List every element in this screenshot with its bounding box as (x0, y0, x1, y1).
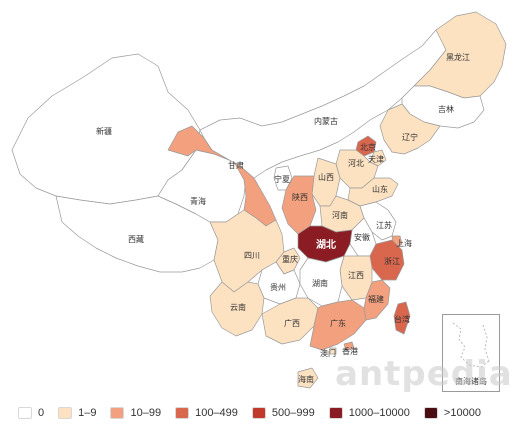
province-label-7: 辽宁 (402, 132, 418, 142)
province-label-29: 福建 (368, 294, 384, 304)
legend-item-2[interactable]: 10–99 (110, 407, 161, 419)
province-label-19: 湖北 (316, 238, 336, 251)
legend-label: 10–99 (130, 407, 162, 419)
legend-swatch (423, 407, 438, 419)
province-9[interactable] (369, 149, 387, 167)
province-29[interactable] (363, 279, 391, 321)
province-label-33: 海南 (298, 374, 314, 384)
province-label-16: 江苏 (376, 220, 392, 230)
legend-item-3[interactable]: 100–499 (175, 407, 238, 419)
province-19[interactable] (297, 225, 353, 263)
province-label-21: 重庆 (282, 254, 298, 264)
watermark: antpedia (335, 354, 513, 394)
province-label-11: 山西 (318, 172, 334, 182)
province-label-4: 内蒙古 (314, 116, 338, 126)
legend-item-5[interactable]: 1000–10000 (328, 407, 410, 419)
legend-label: 500–999 (271, 407, 315, 419)
south-china-sea-inset: 南海诸岛 (442, 314, 500, 392)
province-label-20: 四川 (244, 251, 260, 260)
legend-label: 1–9 (78, 407, 97, 419)
province-label-2: 青海 (190, 196, 206, 206)
province-label-31: 香港 (342, 346, 358, 356)
legend-swatch (251, 407, 266, 419)
legend-label: 100–499 (195, 407, 238, 419)
province-label-6: 吉林 (438, 104, 454, 114)
province-label-5: 黑龙江 (446, 52, 470, 62)
province-28[interactable] (309, 299, 367, 351)
province-label-10: 河北 (348, 158, 364, 168)
province-label-30: 台湾 (394, 314, 410, 324)
legend-item-0[interactable]: 0 (18, 407, 44, 419)
province-13[interactable] (281, 175, 317, 235)
province-label-12: 宁夏 (274, 174, 290, 184)
legend-item-4[interactable]: 500–999 (251, 407, 315, 419)
legend-swatch (18, 407, 32, 419)
province-label-8: 北京 (360, 142, 376, 152)
legend-label: 0 (38, 407, 45, 419)
province-32[interactable] (329, 347, 337, 355)
province-label-13: 陕西 (292, 192, 308, 202)
province-label-17: 安徽 (354, 232, 370, 242)
province-label-9: 天津 (368, 154, 384, 164)
legend-item-1[interactable]: 1–9 (58, 407, 96, 419)
province-label-1: 西藏 (128, 234, 144, 244)
province-label-24: 湖南 (312, 278, 328, 288)
legend-swatch (175, 407, 190, 419)
province-31[interactable] (343, 341, 355, 351)
inset-label: 南海诸岛 (455, 377, 487, 386)
province-label-22: 浙江 (384, 256, 400, 266)
province-30[interactable] (393, 301, 411, 335)
province-label-0: 新疆 (96, 126, 112, 136)
province-label-28: 广东 (330, 318, 346, 328)
province-26[interactable] (209, 281, 265, 337)
legend-swatch (328, 407, 343, 419)
province-label-27: 广西 (284, 318, 300, 328)
legend-label: 1000–10000 (348, 407, 410, 419)
legend-swatch (110, 407, 125, 419)
legend-swatch (58, 407, 73, 419)
south-sea-islands-icon (452, 322, 490, 368)
legend-item-6[interactable]: >10000 (423, 407, 481, 419)
legend: 0 1–9 10–99 100–499 500–999 1000–10000 >10000 (18, 403, 495, 423)
province-33[interactable] (297, 367, 319, 389)
province-label-25: 贵州 (270, 282, 286, 292)
province-7[interactable] (379, 103, 441, 155)
province-label-18: 上海 (396, 238, 412, 248)
province-label-15: 河南 (332, 210, 348, 220)
province-label-26: 云南 (230, 302, 246, 312)
legend-label: >10000 (443, 407, 481, 419)
province-label-32: 澳门 (320, 348, 336, 358)
province-label-14: 山东 (372, 184, 388, 194)
province-label-23: 江西 (348, 271, 364, 280)
province-label-3: 甘肃 (228, 160, 244, 170)
